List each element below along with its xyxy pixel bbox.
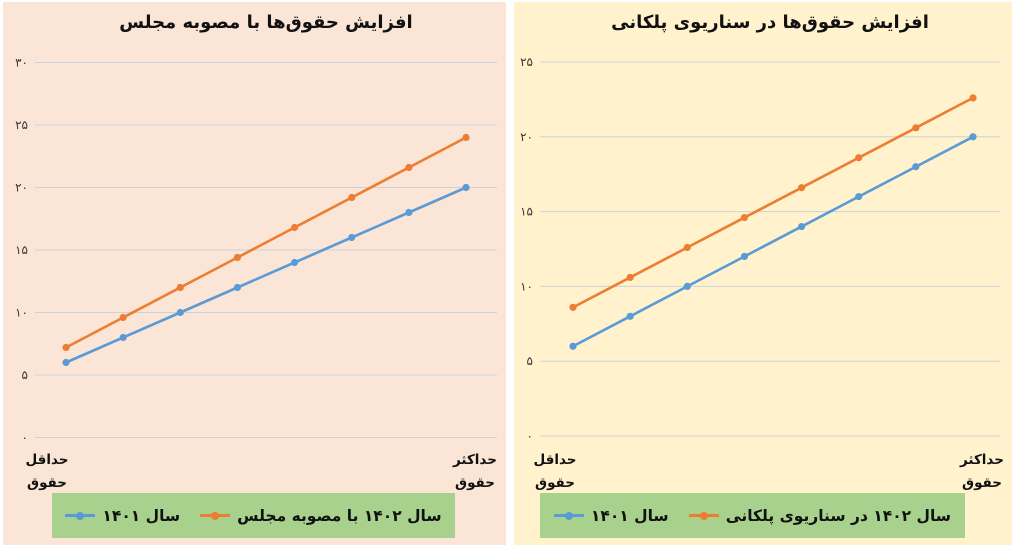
left-chart-panel: ۰ ۵ ۱۰ ۱۵ ۲۰ ۲۵ ۳۰ افزایش حقوق‌ها با مصوبه مجل… bbox=[3, 2, 506, 545]
right-chart-plot: ۰ ۵ ۱۰ ۱۵ ۲۰ ۲۵ bbox=[520, 55, 1000, 443]
y-tick-label: ۵ bbox=[22, 368, 28, 382]
y-tick-label: ۰ bbox=[22, 431, 28, 445]
left-chart-legend: سال ۱۴۰۱ سال ۱۴۰۲ با مصوبه مجلس bbox=[52, 493, 455, 538]
data-point-marker bbox=[233, 253, 242, 262]
legend-item-1402-stepped: سال ۱۴۰۲ در سناریوی پلکانی bbox=[688, 506, 952, 525]
legend-item-1402-majles: سال ۱۴۰۲ با مصوبه مجلس bbox=[200, 506, 442, 525]
data-point-marker bbox=[569, 303, 577, 311]
data-point-marker bbox=[969, 94, 977, 102]
data-point-marker bbox=[855, 154, 863, 162]
data-point-marker bbox=[912, 163, 920, 171]
data-point-marker bbox=[290, 223, 299, 232]
series-line-1 bbox=[64, 136, 468, 349]
data-point-marker bbox=[626, 312, 634, 320]
y-tick-label: ۱۵ bbox=[15, 243, 28, 257]
right-chart-title: افزایش حقوق‌ها در سناریوی پلکانی bbox=[611, 12, 929, 33]
left-xaxis-max-label: حداکثر حقوق bbox=[453, 449, 497, 495]
y-tick-label: ۲۰ bbox=[15, 181, 28, 195]
xaxis-max-line1: حداکثر bbox=[453, 452, 497, 468]
data-point-marker bbox=[405, 163, 413, 172]
left-chart-title: افزایش حقوق‌ها با مصوبه مجلس bbox=[119, 12, 413, 33]
y-tick-label: ۳۰ bbox=[15, 56, 28, 70]
data-point-marker bbox=[405, 208, 413, 217]
series-line-0 bbox=[571, 135, 975, 348]
line-marker-icon bbox=[688, 509, 719, 523]
legend-item-1401: سال ۱۴۰۱ bbox=[65, 507, 180, 525]
data-point-marker bbox=[119, 313, 127, 322]
xaxis-min-line1: حداقل bbox=[533, 452, 577, 468]
data-point-marker bbox=[683, 243, 691, 252]
y-tick-label: ۰ bbox=[527, 429, 533, 443]
right-chart-panel: ۰ ۵ ۱۰ ۱۵ ۲۰ ۲۵ افزایش حقوق‌ها در سناریوی پلک… bbox=[514, 2, 1012, 545]
series-line-1 bbox=[571, 96, 975, 309]
y-tick-label: ۱۰ bbox=[520, 279, 533, 293]
data-point-marker bbox=[290, 258, 299, 267]
xaxis-max-line1: حداکثر bbox=[960, 452, 1004, 468]
data-point-marker bbox=[176, 308, 184, 317]
data-point-marker bbox=[797, 184, 806, 192]
data-point-marker bbox=[740, 213, 749, 222]
data-point-marker bbox=[797, 222, 806, 231]
data-point-marker bbox=[176, 283, 184, 292]
xaxis-min-line1: حداقل bbox=[25, 452, 69, 468]
legend-item-1401: سال ۱۴۰۱ bbox=[553, 506, 669, 525]
data-point-marker bbox=[348, 233, 356, 242]
data-point-marker bbox=[462, 133, 470, 142]
data-point-marker bbox=[569, 342, 577, 350]
xaxis-max-line2: حقوق bbox=[962, 475, 1002, 491]
data-point-marker bbox=[740, 252, 749, 261]
data-point-marker bbox=[462, 183, 470, 192]
xaxis-max-line2: حقوق bbox=[455, 475, 495, 491]
y-tick-label: ۱۵ bbox=[520, 205, 533, 219]
xaxis-min-line2: حقوق bbox=[27, 475, 67, 491]
left-xaxis-min-label: حداقل حقوق bbox=[25, 449, 68, 495]
right-chart-legend: سال ۱۴۰۱ سال ۱۴۰۲ در سناریوی پلکانی bbox=[540, 493, 965, 538]
left-chart-plot: ۰ ۵ ۱۰ ۱۵ ۲۰ ۲۵ ۳۰ bbox=[15, 56, 497, 445]
y-tick-label: ۲۵ bbox=[15, 118, 28, 132]
y-tick-label: ۲۰ bbox=[520, 130, 533, 144]
series-line-0 bbox=[64, 186, 468, 364]
right-xaxis-min-label: حداقل حقوق bbox=[533, 449, 576, 495]
legend-label: سال ۱۴۰۱ bbox=[102, 506, 181, 525]
data-point-marker bbox=[855, 193, 863, 201]
data-point-marker bbox=[626, 273, 634, 282]
line-marker-icon bbox=[65, 509, 96, 523]
legend-label: سال ۱۴۰۲ در سناریوی پلکانی bbox=[725, 506, 952, 525]
data-point-marker bbox=[348, 193, 356, 202]
data-point-marker bbox=[912, 124, 920, 132]
legend-label: سال ۱۴۰۲ با مصوبه مجلس bbox=[237, 506, 442, 525]
data-point-marker bbox=[119, 333, 127, 342]
y-tick-label: ۲۵ bbox=[520, 55, 533, 69]
data-point-marker bbox=[62, 343, 70, 352]
legend-label: سال ۱۴۰۱ bbox=[590, 506, 669, 525]
line-marker-icon bbox=[200, 509, 231, 523]
data-point-marker bbox=[62, 358, 70, 367]
line-marker-icon bbox=[553, 509, 584, 523]
right-xaxis-max-label: حداکثر حقوق bbox=[960, 449, 1004, 495]
data-point-marker bbox=[233, 283, 242, 292]
data-point-marker bbox=[683, 282, 691, 290]
y-tick-label: ۵ bbox=[527, 354, 533, 368]
data-point-marker bbox=[969, 133, 977, 141]
xaxis-min-line2: حقوق bbox=[535, 475, 575, 491]
y-tick-label: ۱۰ bbox=[15, 306, 28, 320]
